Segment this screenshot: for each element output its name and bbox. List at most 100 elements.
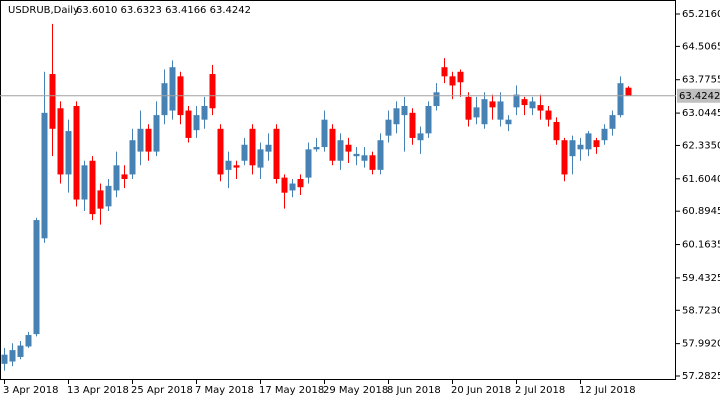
candle-body	[401, 105, 408, 116]
x-tick-label: 12 Jul 2018	[579, 385, 636, 396]
candle-body	[545, 110, 552, 120]
ohlc-info: 63.6010 63.6323 63.4166 63.4242	[76, 5, 251, 16]
candle-body	[129, 140, 136, 175]
candle-body	[593, 140, 600, 148]
candle-body	[137, 128, 144, 152]
x-tick-label: 7 May 2018	[195, 385, 254, 396]
candle-body	[113, 165, 120, 191]
candle-body	[281, 177, 288, 193]
candle-body	[625, 87, 632, 96]
candle-body	[441, 67, 448, 77]
candle-body	[65, 131, 72, 175]
x-tick-label: 25 Apr 2018	[131, 385, 193, 396]
y-tick-label: 60.8945	[682, 206, 720, 217]
y-tick-label: 65.2160	[682, 9, 720, 20]
candle-body	[265, 144, 272, 152]
y-tick-label: 59.4325	[682, 273, 720, 284]
candle-body	[513, 94, 520, 108]
candle-body	[49, 74, 56, 129]
y-tick-label: 61.6040	[682, 174, 720, 185]
candle-body	[161, 83, 168, 116]
candle-body	[505, 119, 512, 125]
candle-body	[33, 220, 40, 335]
y-tick-label: 64.5065	[682, 41, 720, 52]
last-price-box	[677, 88, 720, 103]
candle-body	[249, 128, 256, 166]
candle-body	[145, 128, 152, 152]
candle-body	[305, 149, 312, 178]
candle-body	[17, 345, 24, 357]
candle-body	[361, 155, 368, 161]
candle-body	[385, 119, 392, 136]
candle-body	[201, 105, 208, 120]
candle-body	[89, 160, 96, 215]
x-tick-label: 13 Apr 2018	[67, 385, 129, 396]
candle-body	[313, 147, 320, 150]
x-tick-label: 2 Jul 2018	[515, 385, 565, 396]
y-tick-label: 58.7230	[682, 305, 720, 316]
candle-body	[473, 107, 480, 118]
candle-body	[121, 174, 128, 179]
candle-body	[193, 115, 200, 131]
candle-body	[553, 121, 560, 141]
candle-body	[25, 335, 32, 347]
candle-body	[617, 83, 624, 116]
candle-body	[609, 115, 616, 129]
candle-body	[585, 133, 592, 150]
candle-body	[185, 110, 192, 138]
x-tick-label: 29 May 2018	[323, 385, 388, 396]
candle-body	[97, 190, 104, 209]
candle-body	[345, 144, 352, 152]
candle-body	[577, 144, 584, 150]
candle-body	[241, 144, 248, 161]
candle-body	[529, 101, 536, 109]
candle-body	[81, 165, 88, 200]
candle-body	[209, 74, 216, 109]
candle-body	[561, 140, 568, 175]
candle-body	[1, 354, 8, 364]
candle-body	[225, 160, 232, 170]
candle-body	[425, 105, 432, 134]
candle-body	[433, 92, 440, 106]
candle-body	[409, 112, 416, 138]
candle-body	[497, 101, 504, 120]
candle-body	[521, 99, 528, 106]
candle-body	[489, 101, 496, 108]
candle-body	[289, 183, 296, 191]
candle-body	[537, 105, 544, 111]
candle-body	[41, 112, 48, 239]
candle-body	[169, 67, 176, 111]
candle-body	[9, 350, 16, 362]
candle-body	[481, 99, 488, 125]
candle-body	[297, 178, 304, 188]
x-tick-label: 3 Apr 2018	[3, 385, 58, 396]
candle-body	[257, 149, 264, 168]
candle-body	[57, 108, 64, 175]
candle-body	[233, 165, 240, 168]
candle-body	[457, 71, 464, 83]
candle-body	[321, 119, 328, 148]
x-tick-label: 20 Jun 2018	[451, 385, 511, 396]
candle-body	[153, 115, 160, 152]
y-tick-label: 57.9920	[682, 339, 720, 350]
candle-body	[337, 140, 344, 161]
y-tick-label: 63.7755	[682, 75, 720, 86]
y-tick-label: 62.3350	[682, 140, 720, 151]
last-price-label: 63.4242	[679, 91, 720, 102]
x-tick-label: 8 Jun 2018	[387, 385, 441, 396]
candle-body	[353, 153, 360, 157]
candle-body	[329, 128, 336, 161]
candle-body	[569, 140, 576, 157]
candle-body	[217, 128, 224, 175]
y-tick-label: 60.1635	[682, 240, 720, 251]
chart-title: USDRUB,Daily	[8, 5, 79, 16]
y-tick-label: 57.2825	[682, 371, 720, 382]
candle-body	[601, 128, 608, 141]
candle-body	[417, 133, 424, 141]
y-tick-label: 63.0445	[682, 108, 720, 119]
candle-body	[465, 96, 472, 120]
candle-body	[449, 76, 456, 86]
x-tick-label: 17 May 2018	[259, 385, 324, 396]
candle-body	[369, 155, 376, 170]
